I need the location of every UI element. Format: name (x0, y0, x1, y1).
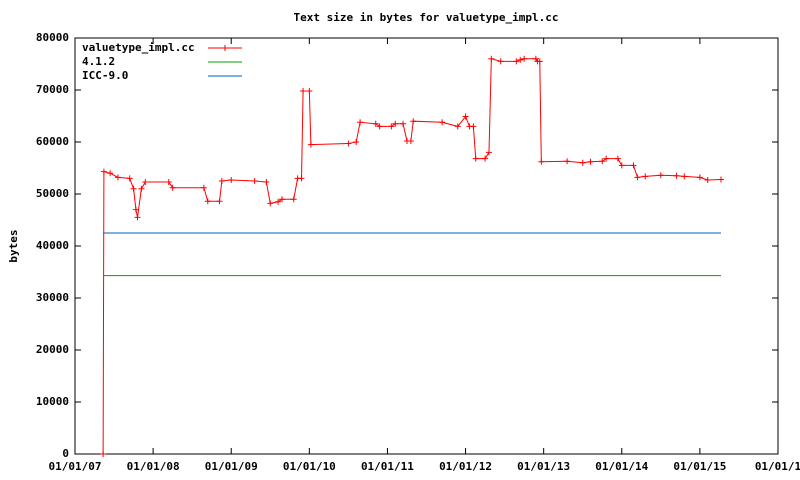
point-marker (392, 120, 399, 127)
y-tick-label: 40000 (36, 239, 69, 252)
x-tick-label: 01/01/12 (439, 460, 492, 473)
point-marker (599, 158, 606, 165)
point-marker (169, 184, 176, 191)
point-marker (696, 174, 703, 181)
series-line (102, 58, 721, 455)
point-marker (587, 158, 594, 165)
point-marker (357, 119, 364, 126)
x-tick-label: 01/01/1 (755, 460, 800, 473)
y-tick-label: 60000 (36, 135, 69, 148)
point-marker (407, 137, 414, 144)
point-marker (488, 55, 495, 62)
point-marker (142, 179, 149, 186)
point-marker (536, 58, 543, 65)
point-marker (290, 196, 297, 203)
point-marker (100, 451, 107, 457)
point-marker (307, 141, 314, 148)
point-marker (618, 162, 625, 169)
point-marker (138, 185, 145, 192)
point-marker (132, 206, 139, 213)
point-marker (564, 158, 571, 165)
point-marker (130, 185, 137, 192)
point-marker (497, 58, 504, 65)
point-marker (204, 198, 211, 205)
y-tick-label: 80000 (36, 31, 69, 44)
point-marker (134, 214, 141, 221)
plot-frame (74, 37, 779, 455)
point-marker (439, 119, 446, 126)
point-marker (614, 155, 621, 162)
point-marker (200, 184, 207, 191)
point-marker (673, 172, 680, 179)
point-marker (704, 176, 711, 183)
point-marker (400, 120, 407, 127)
point-marker (267, 200, 274, 207)
point-marker (100, 168, 107, 175)
point-marker (603, 155, 610, 162)
y-tick-label: 30000 (36, 291, 69, 304)
point-marker (126, 175, 133, 182)
point-marker (517, 56, 524, 63)
point-marker (454, 123, 461, 130)
y-tick-label: 10000 (36, 395, 69, 408)
x-tick-label: 01/01/07 (49, 460, 102, 473)
point-marker (306, 88, 313, 95)
point-marker (114, 174, 121, 181)
point-marker (485, 149, 492, 156)
point-marker (634, 174, 641, 181)
point-marker (300, 88, 307, 95)
point-marker (388, 123, 395, 130)
point-marker (165, 179, 172, 186)
point-marker (717, 176, 724, 183)
point-marker (298, 175, 305, 182)
x-tick-label: 01/01/13 (517, 460, 570, 473)
x-tick-label: 01/01/11 (361, 460, 414, 473)
legend-marker (222, 45, 228, 51)
point-marker (345, 140, 352, 147)
point-marker (372, 120, 379, 127)
point-marker (579, 159, 586, 166)
point-marker (462, 113, 469, 120)
point-marker (513, 58, 520, 65)
chart-title: Text size in bytes for valuetype_impl.cc (294, 11, 559, 24)
point-marker (642, 173, 649, 180)
point-marker (538, 158, 545, 165)
point-marker (107, 170, 114, 177)
point-marker (251, 178, 258, 184)
point-marker (630, 162, 637, 169)
point-marker (410, 118, 417, 125)
point-marker (482, 155, 489, 162)
x-tick-label: 01/01/09 (205, 460, 258, 473)
point-marker (353, 139, 360, 145)
point-marker (657, 172, 664, 179)
x-tick-label: 01/01/14 (595, 460, 648, 473)
y-tick-label: 50000 (36, 187, 69, 200)
point-marker (275, 198, 282, 205)
legend-label: valuetype_impl.cc (82, 41, 195, 54)
point-marker (216, 198, 223, 205)
point-marker (532, 55, 539, 62)
x-tick-label: 01/01/15 (673, 460, 726, 473)
point-marker (376, 123, 383, 130)
point-marker (263, 179, 270, 186)
point-marker (521, 55, 528, 62)
point-marker (681, 173, 688, 180)
y-tick-label: 70000 (36, 83, 69, 96)
y-tick-label: 20000 (36, 343, 69, 356)
point-marker (218, 178, 225, 184)
legend-label: 4.1.2 (82, 55, 115, 68)
point-marker (228, 176, 235, 183)
point-marker (470, 123, 477, 130)
point-marker (472, 155, 479, 162)
point-marker (278, 196, 285, 203)
x-tick-label: 01/01/08 (127, 460, 180, 473)
x-tick-label: 01/01/10 (283, 460, 336, 473)
y-axis-label: bytes (7, 229, 20, 262)
legend-label: ICC-9.0 (82, 69, 128, 82)
y-tick-label: 0 (62, 447, 69, 460)
